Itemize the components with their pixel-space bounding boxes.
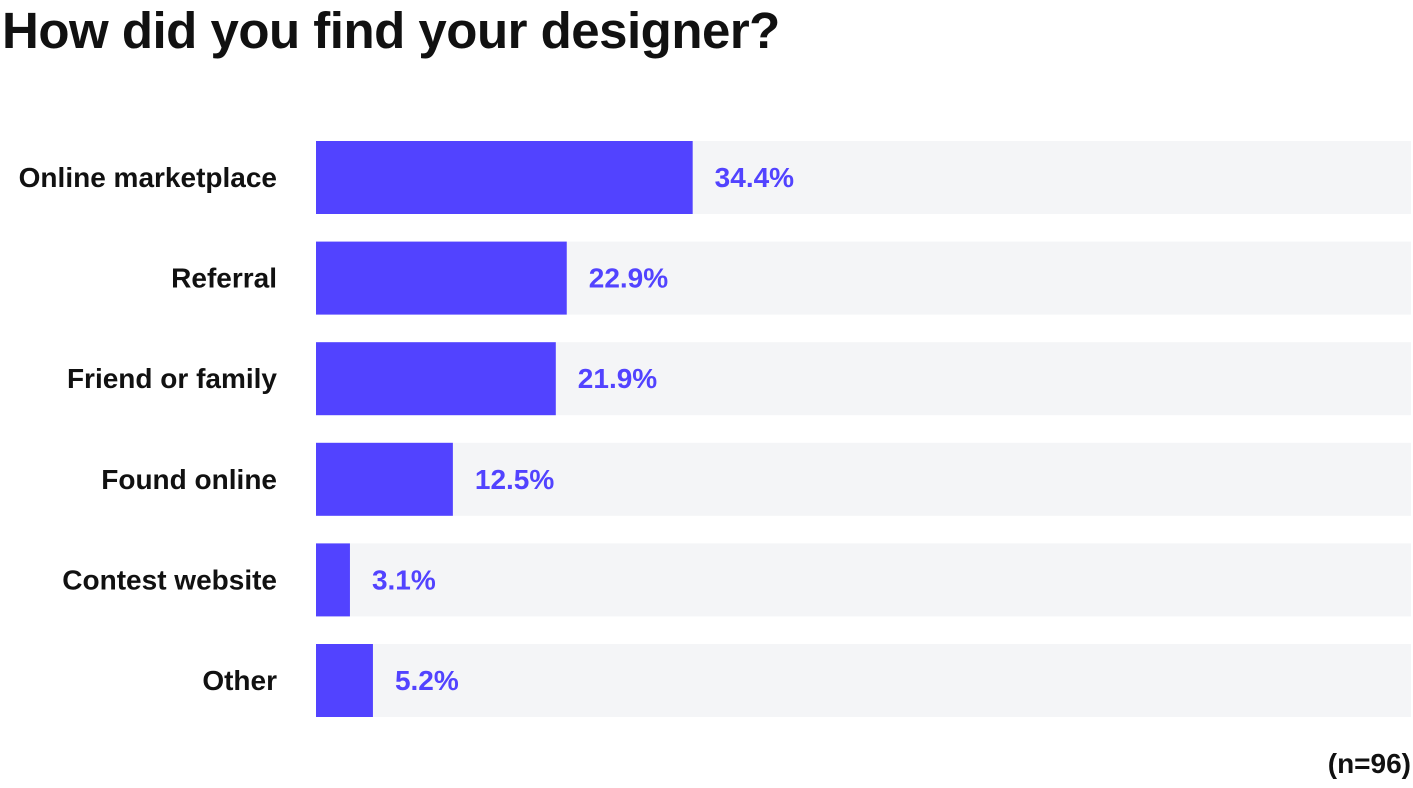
value-label: 21.9% — [578, 363, 657, 394]
bar-row-referral: Referral 22.9% — [171, 241, 1411, 315]
bar-found-online — [316, 442, 453, 516]
category-label: Referral — [171, 263, 277, 294]
category-label: Friend or family — [67, 363, 277, 394]
bar-contest-website — [316, 543, 350, 617]
value-label: 34.4% — [715, 162, 794, 193]
bar-row-friend-or-family: Friend or family 21.9% — [67, 342, 1411, 416]
chart-title: How did you find your designer? — [2, 2, 780, 59]
bar-referral — [316, 241, 567, 315]
bar-track — [316, 644, 1411, 717]
bar-row-found-online: Found online 12.5% — [101, 442, 1411, 516]
category-label: Contest website — [62, 564, 277, 595]
bar-other — [316, 644, 373, 717]
bar-track — [316, 543, 1411, 617]
bar-online-marketplace — [316, 141, 693, 214]
sample-size-note: (n=96) — [1327, 748, 1411, 779]
bar-row-other: Other 5.2% — [202, 644, 1411, 717]
bar-row-contest-website: Contest website 3.1% — [62, 543, 1411, 617]
bar-friend-or-family — [316, 342, 556, 416]
category-label: Other — [202, 665, 277, 696]
value-label: 22.9% — [589, 263, 668, 294]
bar-track — [316, 442, 1411, 516]
category-label: Found online — [101, 464, 277, 495]
value-label: 5.2% — [395, 665, 459, 696]
bar-row-online-marketplace: Online marketplace 34.4% — [19, 141, 1411, 214]
category-label: Online marketplace — [19, 162, 277, 193]
value-label: 12.5% — [475, 464, 554, 495]
value-label: 3.1% — [372, 564, 436, 595]
